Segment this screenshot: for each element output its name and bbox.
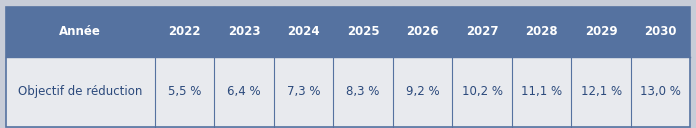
Text: 5,5 %: 5,5 % <box>168 85 201 98</box>
Text: 2028: 2028 <box>525 25 558 38</box>
Text: 9,2 %: 9,2 % <box>406 85 439 98</box>
Text: 2027: 2027 <box>466 25 498 38</box>
Text: Année: Année <box>59 25 101 38</box>
Text: 2030: 2030 <box>644 25 677 38</box>
Bar <box>6 57 690 127</box>
Bar <box>6 7 690 57</box>
Text: 8,3 %: 8,3 % <box>347 85 380 98</box>
Text: 2025: 2025 <box>347 25 379 38</box>
Text: Objectif de réduction: Objectif de réduction <box>18 85 143 98</box>
Text: 2023: 2023 <box>228 25 260 38</box>
Text: 2024: 2024 <box>287 25 320 38</box>
Text: 2029: 2029 <box>585 25 617 38</box>
Text: 2022: 2022 <box>168 25 201 38</box>
Text: 13,0 %: 13,0 % <box>640 85 681 98</box>
Text: 12,1 %: 12,1 % <box>580 85 622 98</box>
Text: 6,4 %: 6,4 % <box>228 85 261 98</box>
Text: 7,3 %: 7,3 % <box>287 85 320 98</box>
Text: 11,1 %: 11,1 % <box>521 85 562 98</box>
Text: 10,2 %: 10,2 % <box>461 85 503 98</box>
Text: 2026: 2026 <box>406 25 439 38</box>
